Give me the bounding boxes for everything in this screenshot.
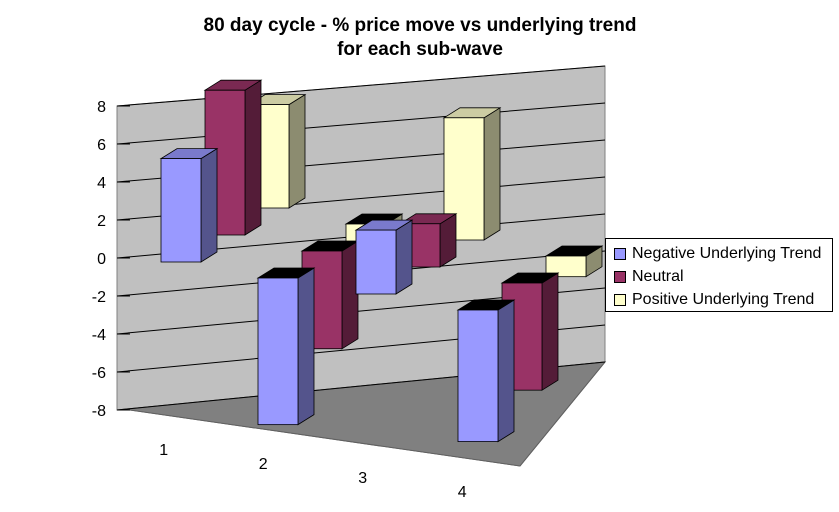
bar-front-face <box>257 277 299 426</box>
gridline <box>116 361 606 411</box>
bars <box>159 79 604 443</box>
gridline <box>116 324 606 373</box>
x-tick-label: 1 <box>159 442 168 459</box>
y-tick-label: 8 <box>97 99 106 116</box>
chart-title-line-2: for each sub-wave <box>337 39 503 60</box>
bar <box>256 267 316 426</box>
y-tick-label: 4 <box>97 175 106 192</box>
bar <box>456 299 516 443</box>
y-tick-label: -6 <box>92 365 106 382</box>
legend-label: Negative Underlying Trend <box>632 244 822 262</box>
bar-front-face <box>160 158 202 263</box>
legend-item: Negative Underlying Trend <box>614 242 832 265</box>
chart-title: 80 day cycle - % price move vs underlyin… <box>120 14 720 62</box>
bar-side-face <box>395 219 413 295</box>
y-tick-label: -2 <box>92 289 106 306</box>
bar <box>354 219 414 295</box>
chart-legend: Negative Underlying Trend Neutral Positive… <box>605 238 833 312</box>
bar <box>544 245 604 278</box>
legend-swatch <box>614 247 626 260</box>
chart-title-line-1: 80 day cycle - % price move vs underlyin… <box>203 15 637 36</box>
bar-side-face <box>244 79 262 236</box>
x-tick-label: 4 <box>458 484 467 501</box>
bar-side-face <box>483 107 501 241</box>
bar <box>159 147 219 263</box>
bar-side-face <box>497 299 515 443</box>
legend-item: Positive Underlying Trend <box>614 288 832 311</box>
bar-front-face <box>457 309 499 443</box>
y-tick-label: 2 <box>97 213 106 230</box>
legend-label: Positive Underlying Trend <box>632 290 815 308</box>
gridline <box>116 139 606 183</box>
gridline <box>116 176 606 221</box>
gridline <box>116 287 606 335</box>
y-tick-label: 0 <box>97 251 106 268</box>
gridline <box>116 102 606 145</box>
legend-item: Neutral <box>614 265 832 288</box>
legend-swatch <box>614 270 626 283</box>
bar-side-face <box>541 272 559 391</box>
x-axis-labels: 1 2 3 4 <box>159 442 467 501</box>
y-axis-labels: 8 6 4 2 0 -2 -4 -6 -8 <box>92 99 106 420</box>
y-tick-label: -8 <box>92 403 106 420</box>
bar-side-face <box>200 147 218 263</box>
gridline <box>116 65 606 107</box>
x-tick-label: 2 <box>259 456 268 473</box>
bar-side-face <box>288 93 306 209</box>
legend-label: Neutral <box>632 267 684 285</box>
y-tick-label: -4 <box>92 327 106 344</box>
x-tick-label: 3 <box>358 470 367 487</box>
bar-side-face <box>297 267 315 426</box>
bar-front-face <box>545 255 587 278</box>
bar-front-face <box>355 229 397 295</box>
y-tick-label: 6 <box>97 137 106 154</box>
legend-swatch <box>614 293 626 306</box>
